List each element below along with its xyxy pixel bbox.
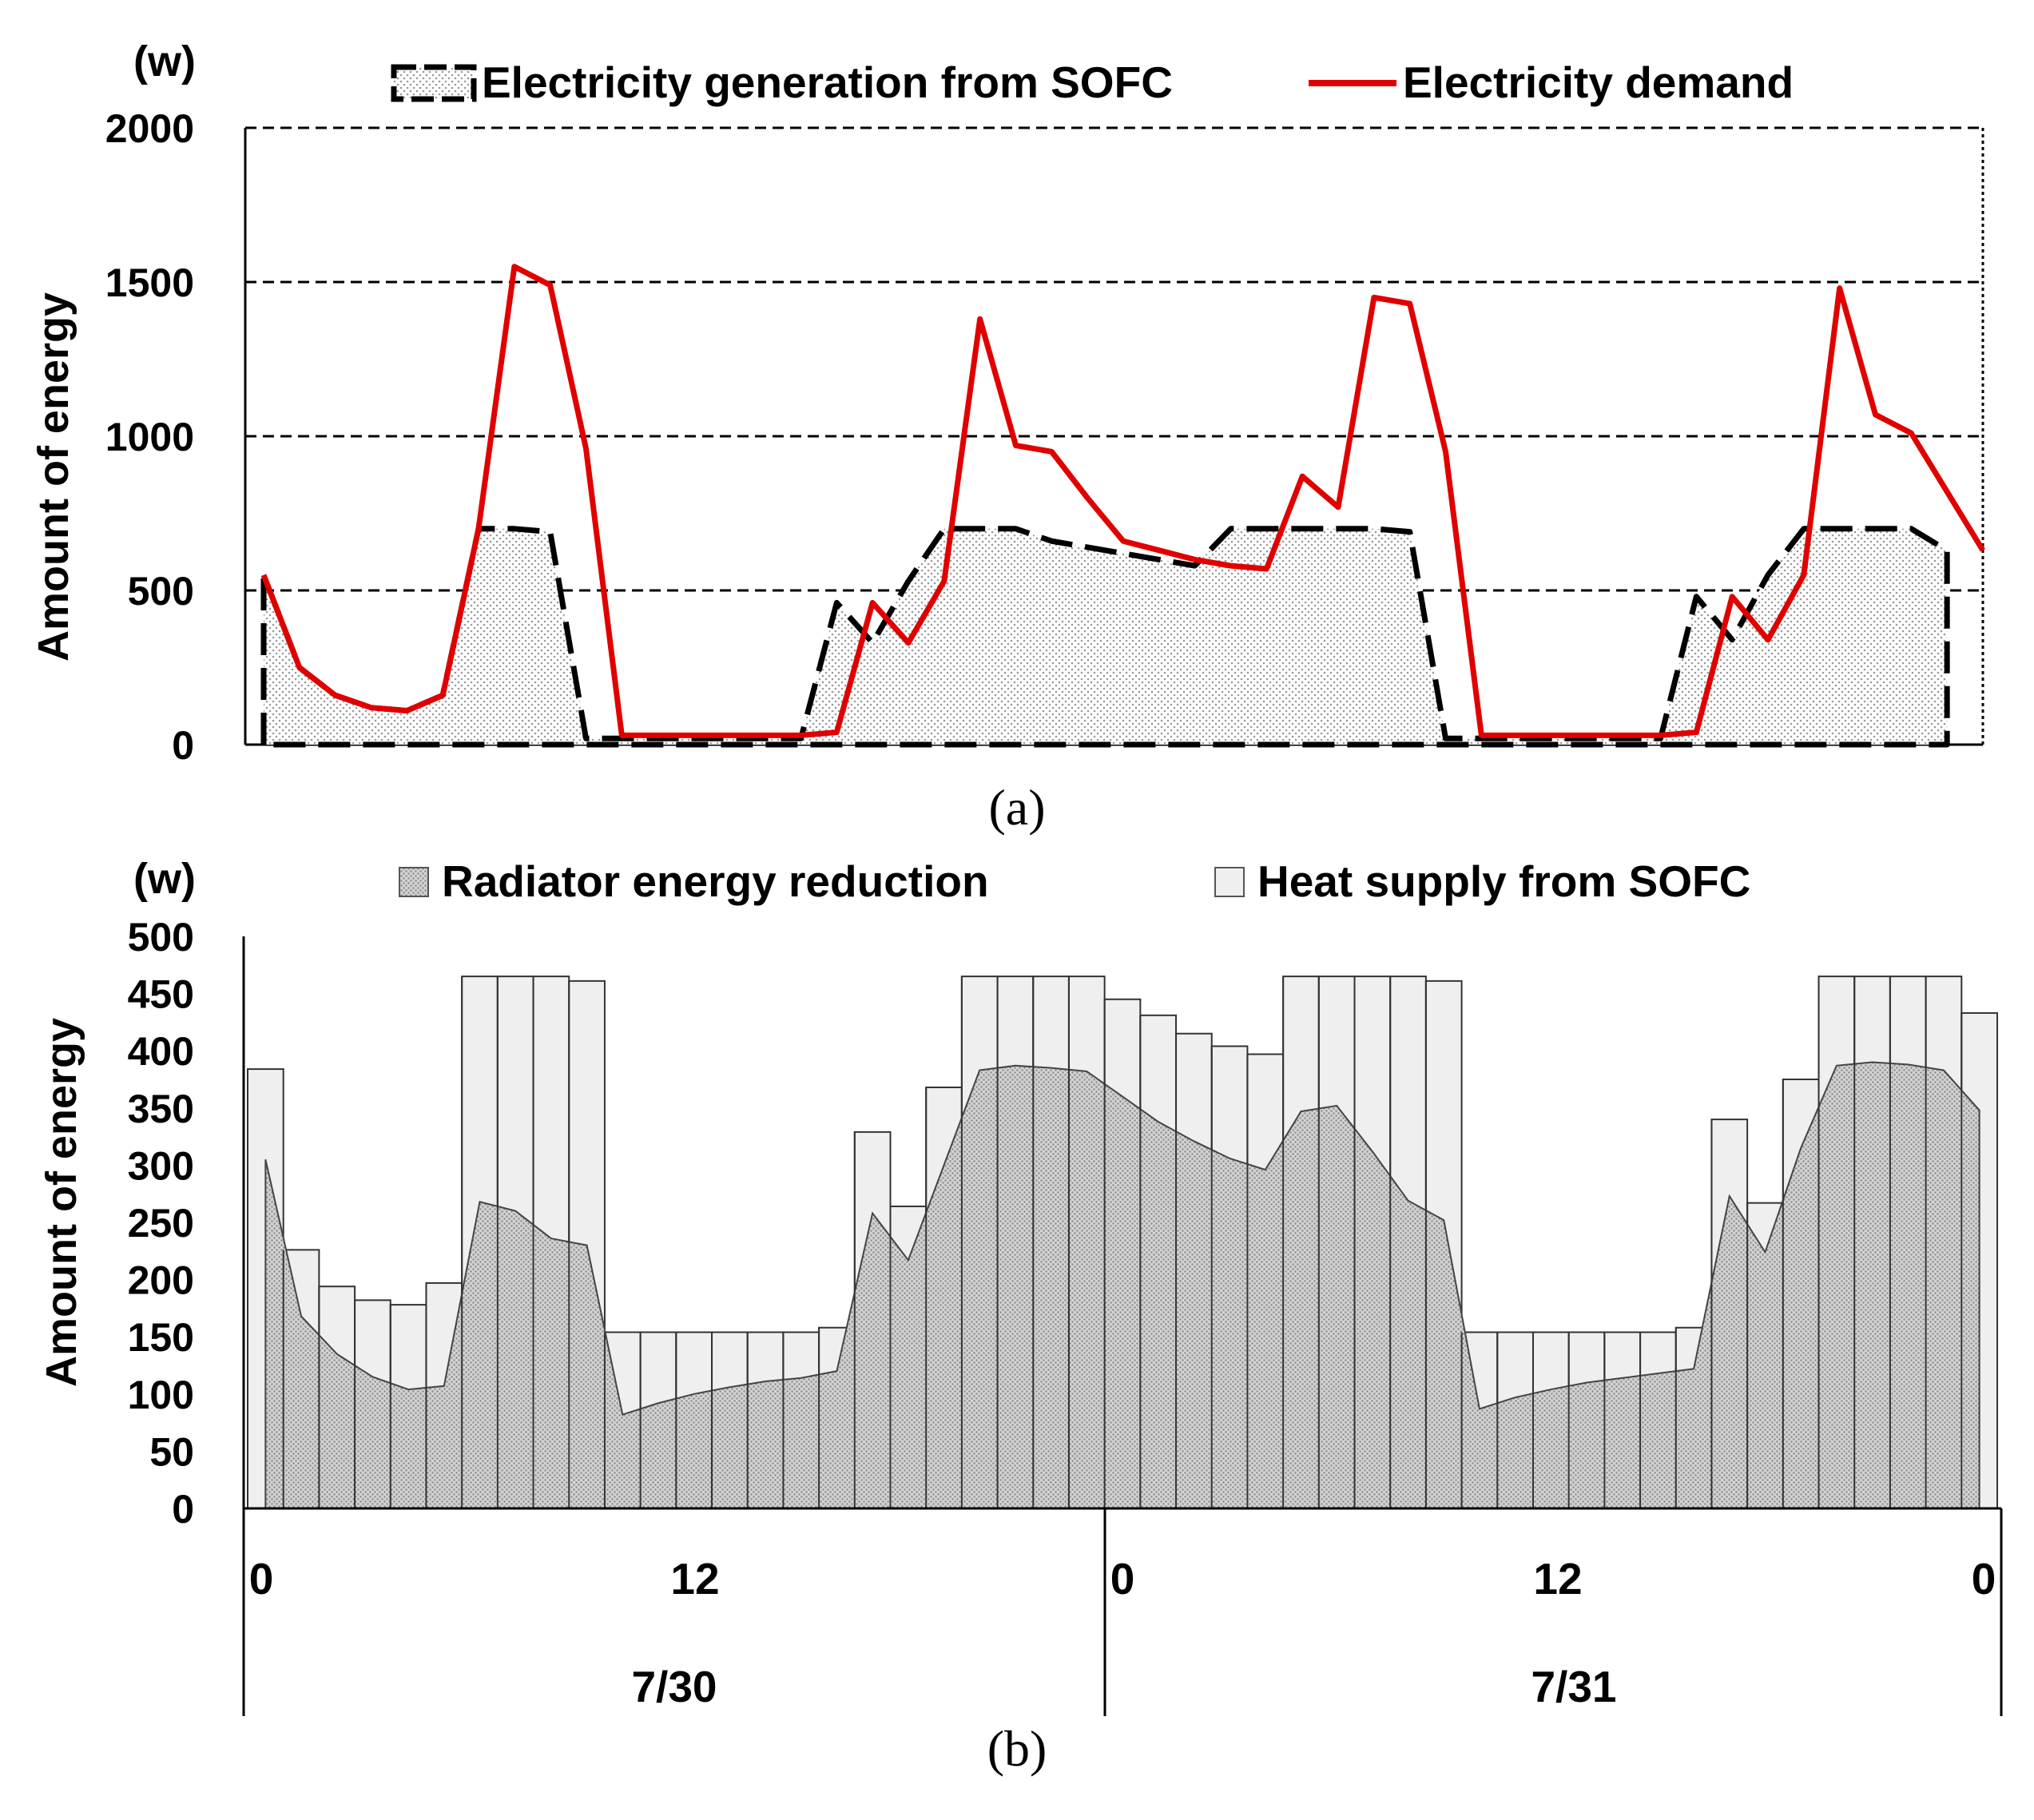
chart-b-radiator-series <box>247 976 1980 1509</box>
chart-b-hour-tick-label: 0 <box>1972 1554 1996 1603</box>
legend-generation-label: Electricity generation from SOFC <box>482 58 1173 107</box>
chart-b-day-label: 7/30 <box>631 1662 717 1711</box>
chart-b-y-tick-label: 150 <box>128 1315 194 1360</box>
chart-b-y-tick-label: 400 <box>128 1029 194 1074</box>
chart-a-unit-label: (w) <box>133 38 196 85</box>
chart-a-legend: Electricity generation from SOFC Electri… <box>391 58 1794 107</box>
chart-b-y-axis-title: Amount of energy <box>38 1018 85 1387</box>
chart-b-legend: Radiator energy reduction Heat supply fr… <box>399 856 1750 906</box>
chart-a-generation-area <box>264 528 1948 745</box>
chart-b-x-axis: 0 12 0 12 0 7/30 7/31 <box>242 936 2003 1716</box>
chart-b-y-tick-label: 100 <box>128 1373 194 1417</box>
chart-a-y-tick-label: 1000 <box>105 415 194 459</box>
chart-b-y-tick-label: 50 <box>149 1429 194 1474</box>
chart-b-y-tick-label: 450 <box>128 972 194 1017</box>
chart-a-y-axis-title: Amount of energy <box>30 292 77 662</box>
chart-a-y-tick-label: 500 <box>128 569 194 614</box>
chart-a-generation-line <box>260 526 1950 748</box>
chart-a: 0 500 1000 1500 2000 (w) Amount of energy El… <box>30 38 1985 836</box>
chart-b-hour-tick-label: 12 <box>1533 1554 1582 1603</box>
chart-a-panel-label: (a) <box>988 779 1045 836</box>
chart-b-y-tick-label: 350 <box>128 1087 194 1131</box>
chart-a-generation-series <box>260 526 1950 748</box>
chart-b-y-tick-label: 0 <box>172 1487 194 1532</box>
chart-b-panel-label: (b) <box>987 1720 1047 1777</box>
chart-b-y-tick-label: 300 <box>128 1143 194 1188</box>
legend-demand-label: Electricity demand <box>1403 58 1794 107</box>
chart-b-y-tick-labels: 0 50 100 150 200 250 300 350 400 450 500 <box>128 915 194 1532</box>
chart-a-y-tick-label: 0 <box>172 723 194 768</box>
chart-b-day-label: 7/31 <box>1531 1662 1616 1711</box>
chart-a-y-tick-label: 2000 <box>105 106 194 151</box>
chart-a-demand-series <box>260 264 1985 738</box>
legend-generation-swatch <box>391 64 477 102</box>
chart-b-y-tick-label: 500 <box>128 915 194 960</box>
chart-b: 0 50 100 150 200 250 300 350 400 450 500 0 12 0 12 0 7/… <box>38 855 2003 1777</box>
chart-a-demand-line <box>260 264 1985 738</box>
chart-b-hour-tick-label: 12 <box>670 1554 719 1603</box>
legend-radiator-swatch <box>399 867 429 897</box>
chart-a-y-tick-labels: 0 500 1000 1500 2000 <box>105 106 194 768</box>
chart-b-y-tick-label: 250 <box>128 1201 194 1246</box>
chart-b-hour-tick-label: 0 <box>1110 1554 1135 1603</box>
legend-heat-label: Heat supply from SOFC <box>1257 856 1750 906</box>
chart-b-hour-tick-label: 0 <box>249 1554 274 1603</box>
chart-a-y-tick-label: 1500 <box>105 260 194 305</box>
legend-radiator-label: Radiator energy reduction <box>442 856 989 906</box>
chart-b-unit-label: (w) <box>133 855 196 903</box>
chart-b-y-tick-label: 200 <box>128 1258 194 1303</box>
legend-heat-swatch <box>1214 867 1245 897</box>
